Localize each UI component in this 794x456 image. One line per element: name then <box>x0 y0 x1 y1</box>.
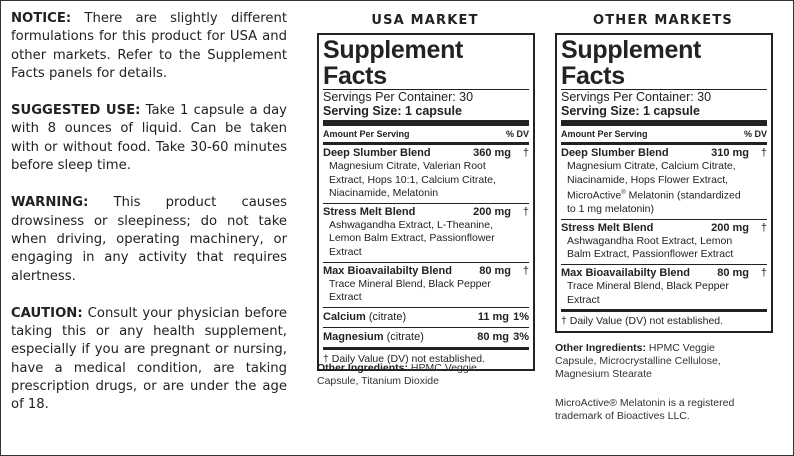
blend-row: Deep Slumber Blend 310 mg † Magnesium Citr… <box>561 145 767 220</box>
other-ingredients-label: Other Ingredients: <box>317 362 409 374</box>
blend-ingredients: Trace Mineral Blend, Black Pepper Extrac… <box>567 280 729 306</box>
amount-label: Amount Per Serving <box>561 129 648 139</box>
other-ingredients-text: HPMC Veggie Capsule, Microcrystalline Ce… <box>555 342 721 380</box>
other-dv-note: † Daily Value (DV) not established. <box>561 315 724 328</box>
mineral-name: Calcium <box>323 310 366 323</box>
notice-label: NOTICE: <box>11 11 72 26</box>
other-supplement-facts-panel: Supplement Facts Servings Per Container:… <box>555 33 773 334</box>
usa-amount-header: Amount Per Serving % DV <box>323 126 529 145</box>
suggested-use-text: Take 1 capsule a day with 8 ounces of li… <box>11 103 287 174</box>
warning-paragraph: WARNING: This product causes drowsiness … <box>11 194 287 285</box>
usa-market-title: USA MARKET <box>371 13 479 28</box>
usa-dv-note: † Daily Value (DV) not established. <box>323 352 486 365</box>
blend-name: Max Bioavailabilty Blend <box>561 267 690 280</box>
blend-dv: † <box>522 147 529 159</box>
blend-amount: 200 mg <box>711 221 749 234</box>
blend-ingredients: Ashwagandha Extract, L-Theanine, Lemon B… <box>329 218 495 258</box>
blend-amount: 200 mg <box>473 205 511 218</box>
blend-row: Max Bioavailabilty Blend 80 mg † Trace Min… <box>323 263 529 308</box>
usa-servings: Servings Per Container: 30 <box>323 89 529 104</box>
other-servings: Servings Per Container: 30 <box>561 89 767 104</box>
mineral-dv: 1% <box>513 310 529 323</box>
dv-label: % DV <box>743 129 767 139</box>
other-other-ingredients: Other Ingredients: HPMC Veggie Capsule, … <box>555 342 755 381</box>
mineral-dv: 3% <box>513 330 529 343</box>
usa-supplement-facts-panel: Supplement Facts Servings Per Container:… <box>317 33 535 371</box>
amount-label: Amount Per Serving <box>323 129 410 139</box>
usa-panel-title: Supplement Facts <box>323 36 464 90</box>
blend-ingredients-part: Melatonin (standardized to 1 mg melatoni… <box>567 189 741 216</box>
caution-label: CAUTION: <box>11 305 83 321</box>
notice-paragraph: NOTICE: There are slightly different for… <box>11 10 287 83</box>
mineral-amount: 80 mg <box>477 330 509 343</box>
blend-name: Deep Slumber Blend <box>323 147 431 159</box>
caution-paragraph: CAUTION: Consult your physician before t… <box>11 305 287 415</box>
blend-dv: † <box>522 264 529 277</box>
blend-row: Stress Melt Blend 200 mg † Ashwagandha Roo… <box>561 220 767 266</box>
blend-name: Stress Melt Blend <box>561 221 654 234</box>
other-panel-title: Supplement Facts <box>561 36 702 90</box>
blend-amount: 80 mg <box>479 264 511 277</box>
other-ingredients-label: Other Ingredients: <box>555 342 647 354</box>
mineral-form: (citrate) <box>365 310 407 323</box>
dv-label: % DV <box>505 129 529 139</box>
warning-label: WARNING: <box>11 195 89 211</box>
caution-text: Consult your physician before taking thi… <box>11 305 287 413</box>
blend-ingredients: Magnesium Citrate, Calcium Citrate, Niac… <box>561 160 767 217</box>
blend-dv: † <box>760 267 767 280</box>
mineral-name: Magnesium <box>323 330 384 343</box>
mineral-amount: 11 mg <box>477 310 509 323</box>
mineral-row: Calcium (citrate) 11 mg 1% <box>323 308 529 328</box>
notice-text: There are slightly different formulation… <box>11 11 287 81</box>
suggested-use-paragraph: SUGGESTED USE: Take 1 capsule a day with… <box>11 102 287 175</box>
blend-amount: 360 mg <box>473 147 511 159</box>
blend-dv: † <box>760 147 767 159</box>
blend-name: Max Bioavailabilty Blend <box>323 264 452 277</box>
blend-ingredients: Ashwagandha Root Extract, Lemon Balm Ext… <box>567 234 734 261</box>
trademark-note: MicroActive® Melatonin is a registered t… <box>555 397 735 422</box>
blend-row: Stress Melt Blend 200 mg † Ashwagandha Ext… <box>323 204 529 263</box>
mineral-form: (citrate) <box>383 330 424 343</box>
blend-amount: 310 mg <box>711 147 749 159</box>
blend-dv: † <box>522 205 529 218</box>
other-serving-size: Serving Size: 1 capsule <box>561 104 767 126</box>
registered-mark: ® <box>621 190 626 197</box>
blend-dv: † <box>760 221 767 234</box>
suggested-use-label: SUGGESTED USE: <box>11 103 141 119</box>
blend-amount: 80 mg <box>717 267 749 280</box>
blend-row: Max Bioavailabilty Blend 80 mg † Trace Min… <box>561 265 767 313</box>
other-markets-title: OTHER MARKETS <box>592 13 733 28</box>
other-amount-header: Amount Per Serving % DV <box>561 126 767 145</box>
blend-name: Deep Slumber Blend <box>561 147 669 159</box>
blend-row: Deep Slumber Blend 360 mg † Magnesium Citr… <box>323 145 529 204</box>
usa-other-ingredients: Other Ingredients: HPMC Veggie Capsule, … <box>317 362 517 388</box>
mineral-row: Magnesium (citrate) 80 mg 3% <box>323 328 529 350</box>
blend-ingredients-part: Magnesium Citrate, Calcium Citrate, Niac… <box>567 160 736 202</box>
blend-name: Stress Melt Blend <box>323 205 416 218</box>
blend-ingredients: Trace Mineral Blend, Black Pepper Extrac… <box>329 277 491 304</box>
other-ingredients-text: HPMC Veggie Capsule, Titanium Dioxide <box>317 362 477 387</box>
blend-ingredients: Magnesium Citrate, Valerian Root Extract… <box>329 160 496 200</box>
warning-text: This product causes drowsiness or sleepi… <box>11 195 287 284</box>
usa-serving-size: Serving Size: 1 capsule <box>323 104 529 126</box>
label-notes: NOTICE: There are slightly different for… <box>11 10 287 434</box>
